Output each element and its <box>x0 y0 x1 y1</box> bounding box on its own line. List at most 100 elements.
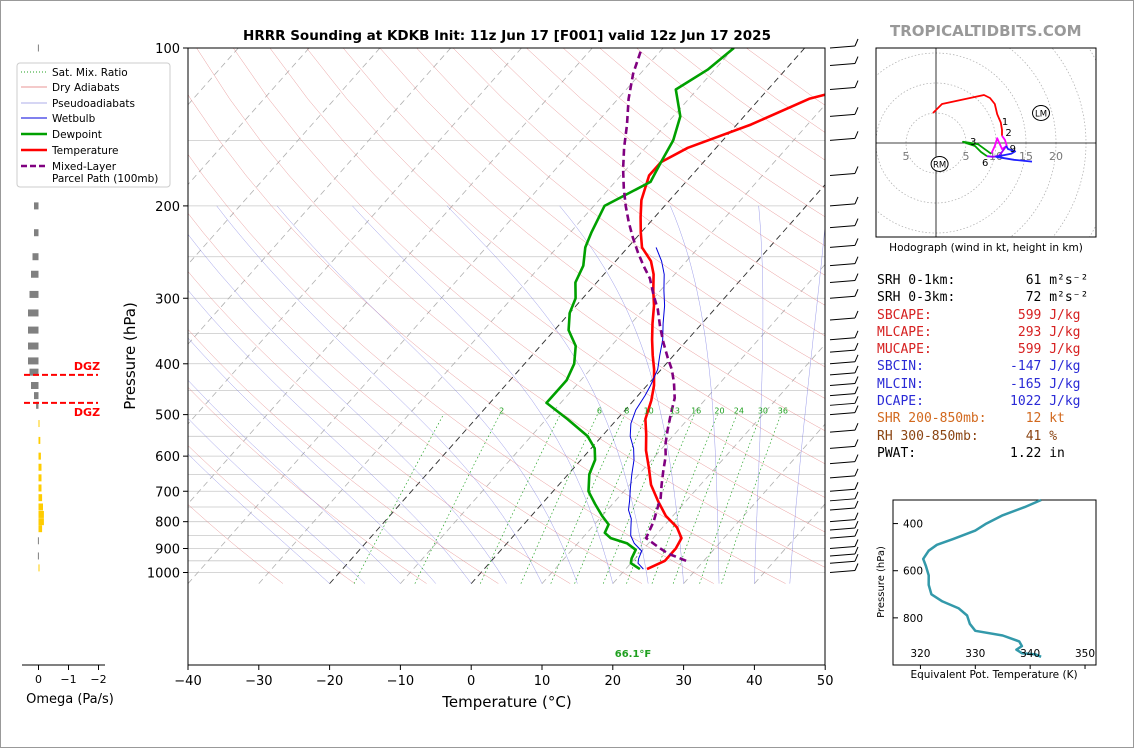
x-axis-label: Temperature (°C) <box>441 693 571 711</box>
stat-value: -147 <box>994 359 1050 375</box>
omega-x-tick-label: −1 <box>60 673 76 686</box>
pseudo-adiabat <box>789 224 825 584</box>
legend-label: Dry Adiabats <box>52 82 120 94</box>
wind-barb-staff <box>829 429 856 433</box>
omega-bar <box>32 253 39 261</box>
mixing-ratio-line <box>602 414 674 584</box>
wind-barb-staff <box>829 553 856 557</box>
wind-barb-flag <box>854 376 859 384</box>
wind-barb-staff <box>829 225 856 229</box>
x-tick-label: 0 <box>467 674 475 689</box>
legend: Sat. Mix. Ratio Dry Adiabats Pseudoadiabat… <box>16 62 171 188</box>
dry-adiabat <box>188 445 355 584</box>
hodograph-marker-circle <box>930 156 949 172</box>
hodograph-marker-circle <box>1032 105 1050 121</box>
wind-barb-flag <box>854 512 859 520</box>
wind-barb-flag <box>854 468 859 477</box>
hodograph-segment-6-9km <box>986 145 1007 158</box>
y-tick-label: 200 <box>155 200 180 215</box>
dry-adiabat <box>233 48 825 533</box>
mixing-ratio-line <box>479 414 561 584</box>
wind-barb-flag <box>854 131 859 139</box>
wind-barb-flag <box>854 56 859 64</box>
dry-adiabat <box>489 48 825 306</box>
legend-label-line: Sat. Mix. Ratio <box>52 67 128 79</box>
mixing-ratio-label: 10 <box>644 407 654 416</box>
wind-barb-flag <box>854 520 859 529</box>
stat-row: SBCAPE: 599 J/kg <box>877 307 1088 324</box>
stat-row: DCAPE: 1022 J/kg <box>877 393 1088 410</box>
wind-barb-staff <box>829 560 856 564</box>
wind-barb-staff <box>829 45 856 49</box>
pseudo-adiabat <box>670 205 720 584</box>
legend-label: Sat. Mix. Ratio <box>52 67 128 79</box>
stat-value: 12 <box>994 411 1050 427</box>
stat-value: 1.22 <box>994 445 1050 461</box>
stat-label: DCAPE: <box>877 394 995 410</box>
omega-bar <box>34 392 39 400</box>
omega-x-tick-label: −2 <box>90 673 106 686</box>
wind-barb-flag <box>854 491 859 500</box>
wind-barb-flag <box>854 354 859 362</box>
stat-unit: in <box>1049 445 1065 461</box>
omega-bar <box>38 463 42 471</box>
stat-row: SHR 200-850mb: 12 kt <box>877 410 1088 427</box>
theta-e-y-tick-label: 800 <box>903 613 923 625</box>
stat-value: 41 <box>994 428 1050 444</box>
omega-bar <box>38 452 41 460</box>
omega-bar <box>38 436 41 444</box>
legend-label: Dewpoint <box>52 129 102 141</box>
pseudo-adiabat <box>188 289 472 584</box>
dry-adiabat <box>188 504 284 584</box>
wind-barb-staff <box>829 445 856 449</box>
series-temperature <box>639 93 825 571</box>
dry-adiabat <box>196 48 825 568</box>
dry-adiabat <box>343 48 825 432</box>
y-tick-label: 100 <box>155 42 180 57</box>
wind-barb-staff <box>829 137 856 141</box>
legend-label: Temperature <box>51 145 119 157</box>
legend-label: Pseudoadiabats <box>52 98 135 110</box>
hodograph-segment-3-6km <box>962 140 992 157</box>
hodograph-marker-label: RM <box>933 161 946 171</box>
wind-barb-flag <box>854 218 859 226</box>
wind-barb-flag <box>854 563 859 571</box>
stat-label: SHR 200-850mb: <box>877 411 995 427</box>
hodograph-height-label: 9 <box>1010 144 1016 155</box>
hodograph-ring-label: 20 <box>1049 150 1063 163</box>
wind-barb-staff <box>829 488 856 492</box>
omega-bar <box>34 229 39 237</box>
wind-barb-flag <box>854 439 859 447</box>
stat-row: MUCAPE: 599 J/kg <box>877 341 1088 358</box>
wind-barb-staff <box>829 475 856 479</box>
omega-bar <box>28 357 39 365</box>
omega-bar <box>38 525 43 533</box>
legend-label: Wetbulb <box>52 113 96 125</box>
wind-barb-staff <box>829 280 856 284</box>
pseudo-adiabat <box>188 337 436 584</box>
wind-barb-flag <box>854 546 859 555</box>
stat-unit: kt <box>1049 411 1065 427</box>
wind-barb-staff <box>829 372 856 376</box>
stat-value: 1022 <box>994 394 1050 410</box>
pseudo-adiabat <box>188 379 401 584</box>
legend-label-line: Dry Adiabats <box>52 82 120 94</box>
wind-barb-staff <box>829 402 856 406</box>
omega-bar <box>37 552 39 560</box>
hodograph-segment-0-1km <box>932 94 1003 136</box>
zero-isotherm <box>470 184 825 584</box>
mixing-ratio-line <box>626 414 695 584</box>
stat-label: SRH 0-3km: <box>877 290 995 306</box>
mixing-ratio-label: 13 <box>670 407 680 416</box>
x-tick-label: 20 <box>605 674 622 689</box>
wind-barb-staff <box>829 113 856 117</box>
stat-unit: J/kg <box>1049 359 1081 375</box>
omega-bar <box>38 518 44 526</box>
mixing-ratio-line <box>414 414 501 584</box>
stat-value: 293 <box>994 324 1050 340</box>
hodograph-title: Hodograph (wind in kt, height in km) <box>889 242 1083 254</box>
wind-barb-staff <box>829 361 856 365</box>
dry-adiabat <box>269 48 825 498</box>
dgz-label: DGZ <box>74 360 100 373</box>
omega-bar <box>38 510 44 518</box>
